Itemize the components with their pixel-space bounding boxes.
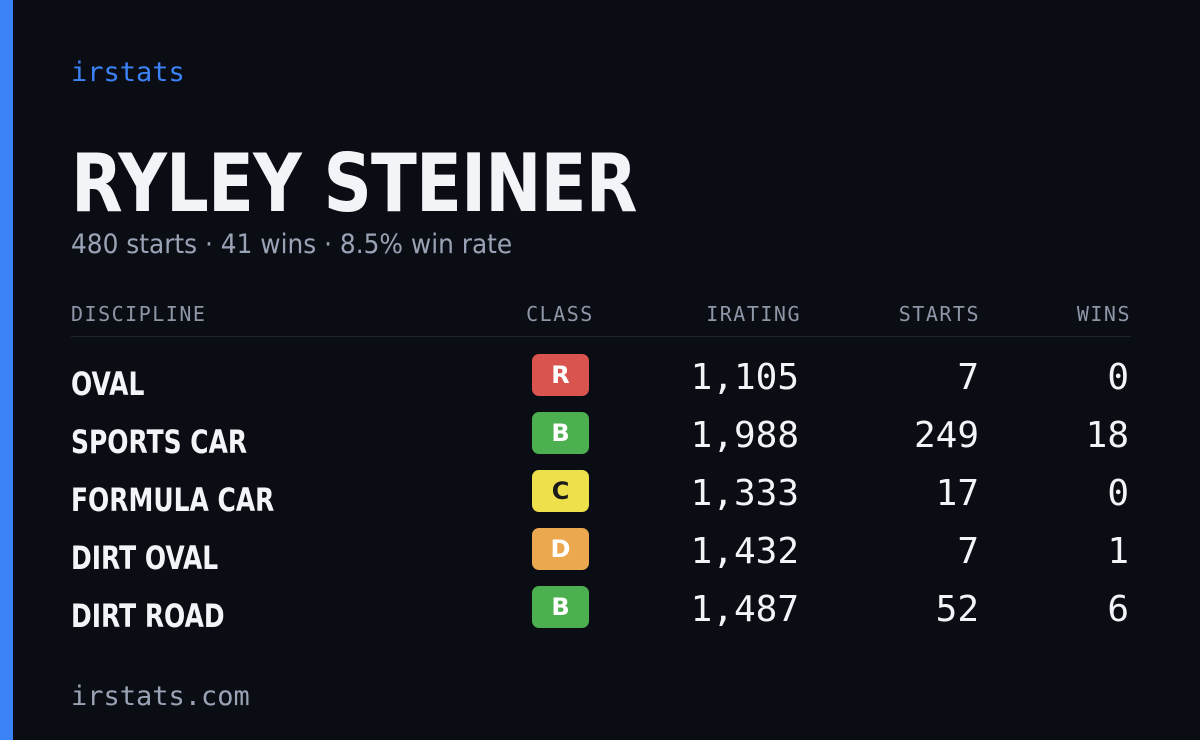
wins-value: 1 bbox=[1107, 531, 1129, 572]
table-row: DIRT ROAD B 1,487 52 6 bbox=[71, 582, 1131, 640]
wins-value: 0 bbox=[1107, 357, 1129, 398]
driver-name: RYLEY STEINER bbox=[71, 137, 637, 230]
table-row: SPORTS CAR B 1,988 249 18 bbox=[71, 408, 1131, 466]
class-badge: R bbox=[532, 354, 589, 396]
driver-summary: 480 starts · 41 wins · 8.5% win rate bbox=[71, 229, 513, 260]
class-badge: D bbox=[532, 528, 589, 570]
wins-value: 0 bbox=[1107, 473, 1129, 514]
stats-table: OVAL R 1,105 7 0 SPORTS CAR B 1,988 249 … bbox=[71, 350, 1131, 640]
table-row: DIRT OVAL D 1,432 7 1 bbox=[71, 524, 1131, 582]
accent-bar bbox=[0, 0, 13, 740]
starts-value: 7 bbox=[957, 531, 979, 572]
irating-value: 1,333 bbox=[690, 473, 799, 514]
discipline-name: SPORTS CAR bbox=[71, 423, 248, 461]
header-class-label: CLASS bbox=[526, 302, 594, 326]
header-wins: WINS bbox=[1076, 302, 1131, 326]
irating-value: 1,432 bbox=[690, 531, 799, 572]
starts-value: 52 bbox=[935, 589, 979, 630]
starts-value: 17 bbox=[935, 473, 979, 514]
irating-value: 1,988 bbox=[690, 415, 799, 456]
starts-value: 7 bbox=[957, 357, 979, 398]
irating-value: 1,487 bbox=[690, 589, 799, 630]
irating-value: 1,105 bbox=[690, 357, 799, 398]
wins-value: 6 bbox=[1107, 589, 1129, 630]
table-row: FORMULA CAR C 1,333 17 0 bbox=[71, 466, 1131, 524]
wins-value: 18 bbox=[1085, 415, 1129, 456]
table-header: DISCIPLINE CLASS IRATING STARTS WINS bbox=[71, 300, 1131, 328]
discipline-name: OVAL bbox=[71, 365, 145, 403]
footer-url[interactable]: irstats.com bbox=[71, 681, 250, 712]
header-discipline: DISCIPLINE bbox=[71, 302, 207, 326]
header-starts: STARTS bbox=[898, 302, 980, 326]
header-irating: IRATING bbox=[706, 302, 801, 326]
header-divider bbox=[71, 336, 1131, 337]
discipline-name: DIRT ROAD bbox=[71, 597, 225, 635]
discipline-name: FORMULA CAR bbox=[71, 481, 275, 519]
brand-logo: irstats bbox=[71, 57, 185, 88]
class-badge: B bbox=[532, 586, 589, 628]
class-badge: C bbox=[532, 470, 589, 512]
discipline-name: DIRT OVAL bbox=[71, 539, 219, 577]
table-row: OVAL R 1,105 7 0 bbox=[71, 350, 1131, 408]
starts-value: 249 bbox=[913, 415, 979, 456]
class-badge: B bbox=[532, 412, 589, 454]
